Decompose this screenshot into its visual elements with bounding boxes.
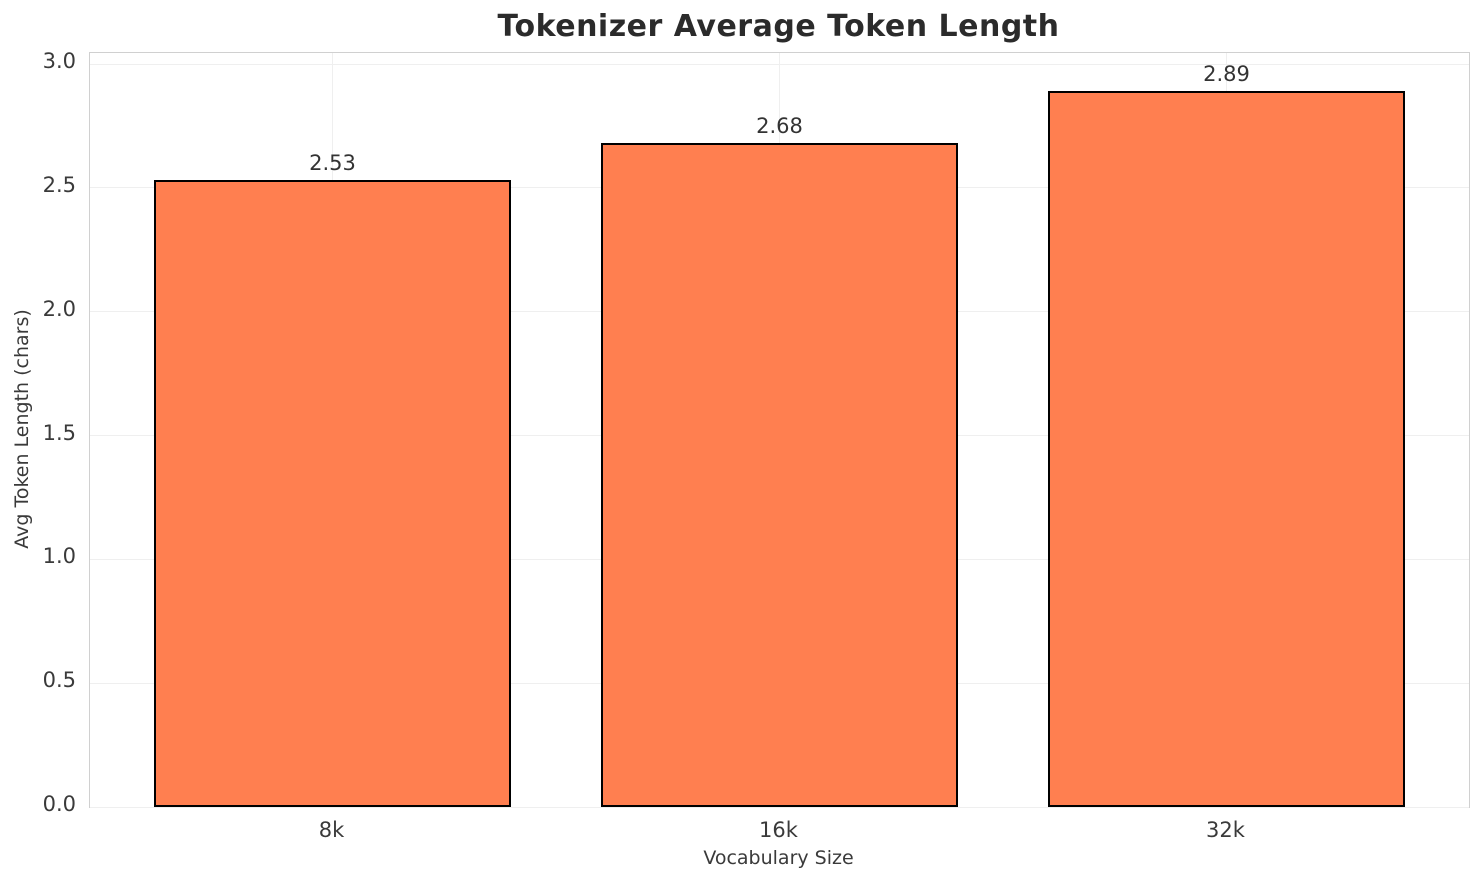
bar-16k — [600, 143, 959, 807]
y-tick-label: 0.0 — [42, 792, 76, 816]
y-tick-label: 3.0 — [42, 49, 76, 73]
chart-title: Tokenizer Average Token Length — [497, 9, 1060, 44]
plot-area: 2.53 2.68 2.89 — [89, 52, 1470, 808]
bar-32k — [1047, 91, 1406, 807]
y-tick-label: 2.5 — [42, 172, 76, 197]
bar-8k — [153, 180, 512, 807]
y-tick-label: 1.5 — [42, 420, 76, 445]
x-tick-label: 32k — [1206, 818, 1245, 842]
bar-value-label: 2.89 — [1203, 62, 1250, 87]
bar-value-label: 2.53 — [309, 151, 356, 176]
y-tick-label: 1.0 — [42, 544, 76, 569]
y-tick-label: 2.0 — [42, 296, 76, 321]
h-gridline — [90, 806, 1469, 808]
y-tick-label: 0.5 — [42, 668, 76, 693]
x-tick-label: 8k — [318, 818, 345, 842]
x-tick-label: 16k — [759, 818, 798, 842]
x-axis-label: Vocabulary Size — [703, 847, 854, 869]
bar-value-label: 2.68 — [756, 114, 803, 139]
